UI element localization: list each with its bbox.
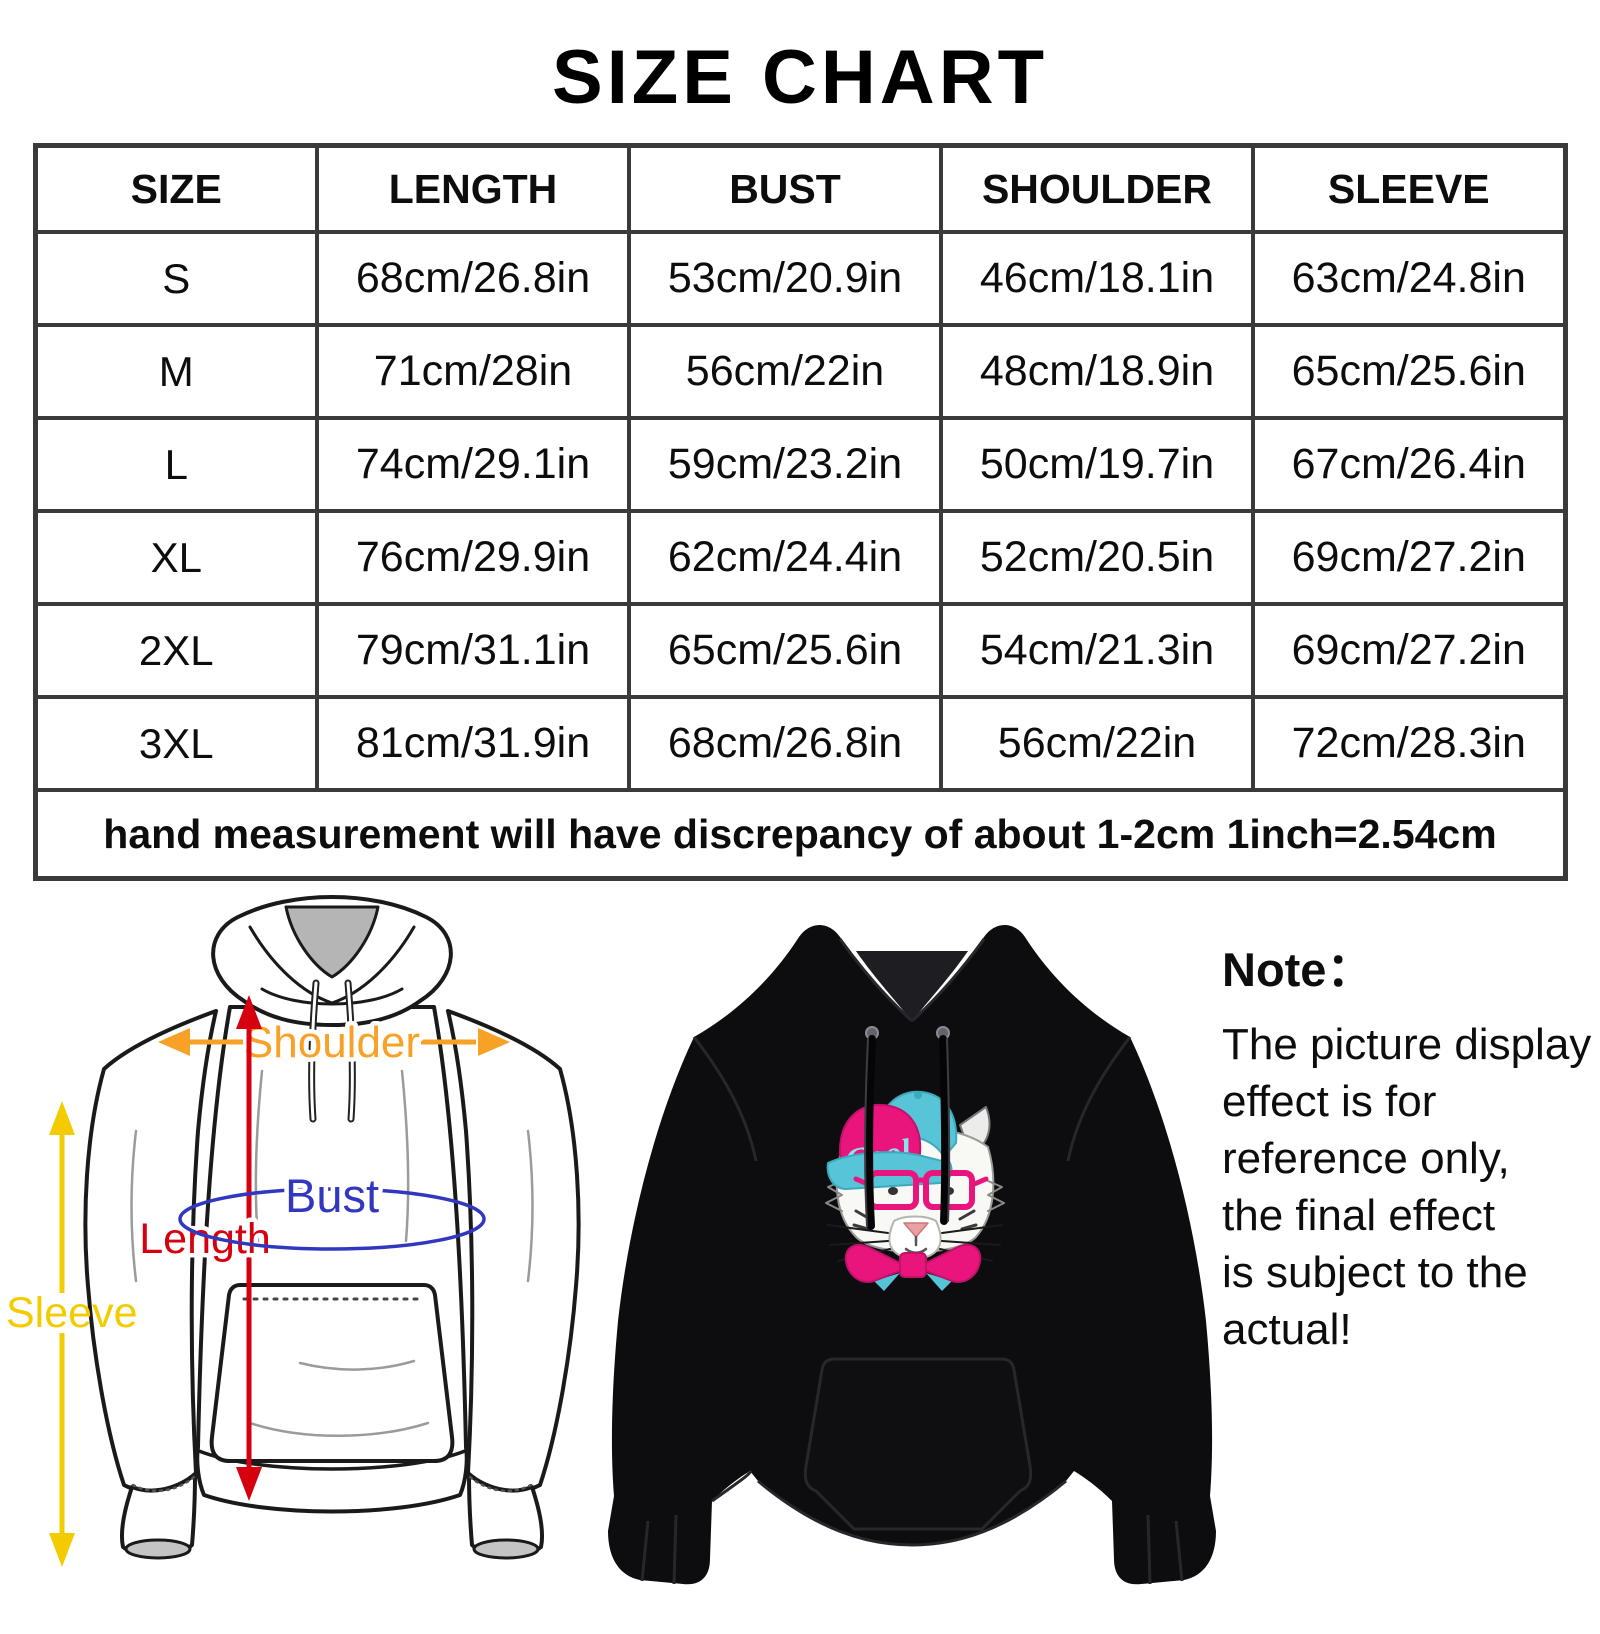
note-line: reference only, bbox=[1222, 1134, 1510, 1183]
fabric-creases bbox=[130, 1069, 534, 1437]
cell-shoulder: 54cm/21.3in bbox=[939, 602, 1255, 699]
header-cell-sleeve: SLEEVE bbox=[1251, 143, 1567, 234]
cell-length: 81cm/31.9in bbox=[315, 695, 631, 792]
cell-size: 3XL bbox=[33, 695, 319, 792]
table-row: S 68cm/26.8in 53cm/20.9in 46cm/18.1in 63… bbox=[33, 230, 1567, 327]
cell-size: S bbox=[33, 230, 319, 327]
cell-shoulder: 50cm/19.7in bbox=[939, 416, 1255, 513]
header-cell-bust: BUST bbox=[627, 143, 943, 234]
table-row: 2XL 79cm/31.1in 65cm/25.6in 54cm/21.3in … bbox=[33, 602, 1567, 699]
hoodie-right-cuff bbox=[467, 1473, 544, 1559]
cell-shoulder: 46cm/18.1in bbox=[939, 230, 1255, 327]
note-heading: Note： bbox=[1222, 943, 1374, 996]
bowtie-teal-accent-right bbox=[926, 1273, 952, 1291]
cap-button bbox=[914, 1091, 922, 1099]
black-drawstrings bbox=[864, 1026, 951, 1230]
table-header-row: SIZE LENGTH BUST SHOULDER SLEEVE bbox=[33, 143, 1567, 234]
note-line: The picture display bbox=[1222, 1020, 1592, 1069]
hoodie-right-sleeve bbox=[446, 1009, 581, 1494]
header-cell-shoulder: SHOULDER bbox=[939, 143, 1255, 234]
note-line: is subject to the bbox=[1222, 1248, 1528, 1297]
shoulder-label: Shoulder bbox=[244, 1018, 420, 1067]
measurement-disclaimer: hand measurement will have discrepancy o… bbox=[33, 788, 1567, 881]
cell-sleeve: 72cm/28.3in bbox=[1251, 695, 1567, 792]
cell-shoulder: 48cm/18.9in bbox=[939, 323, 1255, 420]
bust-measure-ellipse bbox=[178, 1187, 486, 1251]
length-measure-arrow bbox=[236, 995, 262, 1501]
right-cuff-opening bbox=[472, 1538, 540, 1560]
cell-size: XL bbox=[33, 509, 319, 606]
table-row: L 74cm/29.1in 59cm/23.2in 50cm/19.7in 67… bbox=[33, 416, 1567, 513]
cell-bust: 65cm/25.6in bbox=[627, 602, 943, 699]
kangaroo-pocket bbox=[209, 1283, 455, 1463]
cell-bust: 53cm/20.9in bbox=[627, 230, 943, 327]
black-hoodie-seams bbox=[640, 938, 1184, 1585]
tiger-cheek-fur bbox=[825, 1180, 1005, 1212]
cell-bust: 68cm/26.8in bbox=[627, 695, 943, 792]
left-cuff-opening bbox=[124, 1538, 192, 1560]
cell-bust: 62cm/24.4in bbox=[627, 509, 943, 606]
white-hoodie-illustration bbox=[83, 895, 581, 1560]
table-footnote-row: hand measurement will have discrepancy o… bbox=[33, 788, 1567, 881]
cell-bust: 56cm/22in bbox=[627, 323, 943, 420]
cell-length: 79cm/31.1in bbox=[315, 602, 631, 699]
hood-opening-shadow bbox=[856, 951, 968, 1021]
left-cuff-stitching bbox=[131, 1475, 196, 1492]
black-hoodie-product: Cool bbox=[608, 925, 1216, 1585]
bowtie-knot bbox=[899, 1252, 927, 1278]
cell-length: 74cm/29.1in bbox=[315, 416, 631, 513]
table-row: M 71cm/28in 56cm/22in 48cm/18.9in 65cm/2… bbox=[33, 323, 1567, 420]
sleeve-label: Sleeve bbox=[6, 1289, 137, 1337]
header-cell-length: LENGTH bbox=[315, 143, 631, 234]
tiger-eye-left bbox=[888, 1187, 898, 1195]
note-line: the final effect bbox=[1222, 1191, 1496, 1240]
note-line: actual! bbox=[1222, 1305, 1352, 1354]
tiger-print-graphic: Cool bbox=[825, 1090, 1005, 1291]
bowtie-teal-accent-left bbox=[874, 1273, 900, 1291]
hood-inner-lining bbox=[284, 905, 380, 979]
tiger-nose bbox=[903, 1222, 929, 1238]
header-cell-size: SIZE bbox=[33, 143, 319, 234]
cell-size: 2XL bbox=[33, 602, 319, 699]
cell-bust: 59cm/23.2in bbox=[627, 416, 943, 513]
bowtie-left-wing bbox=[844, 1243, 901, 1283]
hood-collar-bottom bbox=[260, 987, 404, 1006]
table-row: XL 76cm/29.9in 62cm/24.4in 52cm/20.5in 6… bbox=[33, 509, 1567, 606]
hood-collar-right-flap bbox=[330, 925, 416, 1005]
cell-length: 68cm/26.8in bbox=[315, 230, 631, 327]
cell-sleeve: 65cm/25.6in bbox=[1251, 323, 1567, 420]
table-row: 3XL 81cm/31.9in 68cm/26.8in 56cm/22in 72… bbox=[33, 695, 1567, 792]
cell-shoulder: 56cm/22in bbox=[939, 695, 1255, 792]
cell-sleeve: 69cm/27.2in bbox=[1251, 509, 1567, 606]
hood-collar-left-flap bbox=[248, 925, 334, 1005]
note-block: Note： The picture display effect is for … bbox=[1222, 931, 1597, 1358]
page-title: SIZE CHART bbox=[552, 35, 1048, 120]
cell-size: L bbox=[33, 416, 319, 513]
length-label: Length bbox=[139, 1215, 271, 1263]
size-chart-table: SIZE LENGTH BUST SHOULDER SLEEVE S 68cm/… bbox=[32, 143, 1568, 881]
cell-sleeve: 69cm/27.2in bbox=[1251, 602, 1567, 699]
cell-sleeve: 63cm/24.8in bbox=[1251, 230, 1567, 327]
drawstrings bbox=[308, 979, 356, 1123]
sleeve-measure-arrow bbox=[49, 1101, 75, 1567]
cell-length: 76cm/29.9in bbox=[315, 509, 631, 606]
right-cuff-stitching bbox=[468, 1475, 533, 1492]
note-line: effect is for bbox=[1222, 1077, 1437, 1126]
cell-size: M bbox=[33, 323, 319, 420]
cell-shoulder: 52cm/20.5in bbox=[939, 509, 1255, 606]
bowtie-right-wing bbox=[925, 1243, 982, 1283]
cell-sleeve: 67cm/26.4in bbox=[1251, 416, 1567, 513]
bottom-section: Shoulder Length Bust Sleeve bbox=[0, 881, 1600, 1617]
cell-length: 71cm/28in bbox=[315, 323, 631, 420]
hoodie-left-sleeve bbox=[83, 1009, 218, 1494]
hoodie-left-cuff bbox=[120, 1473, 197, 1559]
bust-label: Bust bbox=[285, 1169, 379, 1222]
measurement-diagram: Shoulder Length Bust Sleeve bbox=[6, 895, 581, 1567]
shoulder-measure-arrow bbox=[158, 1028, 510, 1056]
black-kangaroo-pocket bbox=[803, 1357, 1033, 1531]
